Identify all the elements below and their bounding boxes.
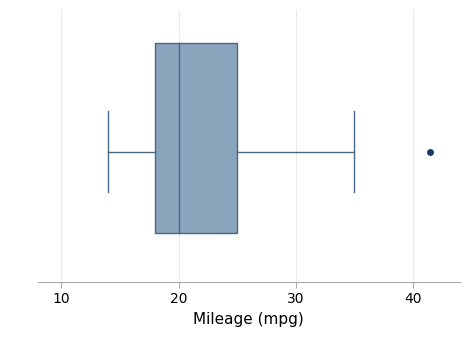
X-axis label: Mileage (mpg): Mileage (mpg)	[193, 312, 304, 327]
Bar	[155, 43, 237, 233]
